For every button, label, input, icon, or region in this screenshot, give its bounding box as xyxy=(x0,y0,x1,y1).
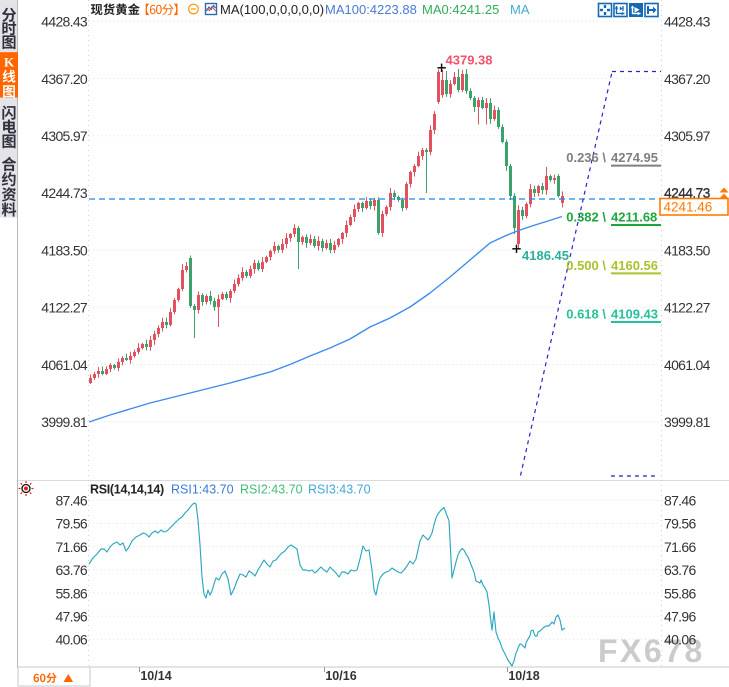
svg-text:4186.45: 4186.45 xyxy=(522,248,569,263)
svg-text:RSI3:43.70: RSI3:43.70 xyxy=(308,483,371,497)
svg-text:40.06: 40.06 xyxy=(55,632,87,648)
svg-text:4211.68: 4211.68 xyxy=(611,210,657,225)
svg-text:MA0:4241.25: MA0:4241.25 xyxy=(422,2,499,17)
svg-text:87.46: 87.46 xyxy=(55,493,87,509)
svg-text:4244.73: 4244.73 xyxy=(664,185,711,201)
svg-text:4367.20: 4367.20 xyxy=(41,71,88,87)
svg-text:10/18: 10/18 xyxy=(508,669,539,683)
svg-text:RSI(14,14,14): RSI(14,14,14) xyxy=(90,483,164,497)
svg-text:4428.43: 4428.43 xyxy=(41,14,88,30)
svg-text:3999.81: 3999.81 xyxy=(41,414,88,430)
svg-text:RSI1:43.70: RSI1:43.70 xyxy=(171,483,234,497)
svg-text:4122.27: 4122.27 xyxy=(41,300,88,316)
svg-text:4428.43: 4428.43 xyxy=(664,14,711,30)
svg-text:MA: MA xyxy=(510,2,530,17)
svg-text:4379.38: 4379.38 xyxy=(446,53,493,68)
svg-text:4367.20: 4367.20 xyxy=(664,71,711,87)
svg-text:0.382 \: 0.382 \ xyxy=(566,210,606,225)
svg-text:FX678: FX678 xyxy=(598,633,705,669)
svg-text:55.86: 55.86 xyxy=(55,585,87,601)
svg-text:4244.73: 4244.73 xyxy=(41,185,88,201)
svg-text:10/16: 10/16 xyxy=(325,669,356,683)
svg-text:79.56: 79.56 xyxy=(55,516,87,532)
svg-text:K: K xyxy=(4,55,15,70)
svg-text:63.76: 63.76 xyxy=(55,562,87,578)
svg-text:63.76: 63.76 xyxy=(664,562,696,578)
svg-text:4274.95: 4274.95 xyxy=(611,150,658,165)
svg-text:4183.50: 4183.50 xyxy=(664,242,711,258)
svg-text:4241.46: 4241.46 xyxy=(664,200,713,215)
svg-text:3999.81: 3999.81 xyxy=(664,414,711,430)
svg-text:87.46: 87.46 xyxy=(664,493,696,509)
svg-text:4305.97: 4305.97 xyxy=(664,128,711,144)
svg-text:4061.04: 4061.04 xyxy=(664,357,711,373)
svg-text:47.96: 47.96 xyxy=(664,609,696,625)
svg-text:4183.50: 4183.50 xyxy=(41,242,88,258)
svg-text:4305.97: 4305.97 xyxy=(41,128,88,144)
svg-text:10/14: 10/14 xyxy=(140,669,171,683)
svg-text:0.500 \: 0.500 \ xyxy=(566,258,606,273)
svg-text:0.618 \: 0.618 \ xyxy=(566,307,606,322)
svg-text:79.56: 79.56 xyxy=(664,516,696,532)
svg-text:RSI2:43.70: RSI2:43.70 xyxy=(240,483,303,497)
svg-text:0.236 \: 0.236 \ xyxy=(566,150,606,165)
svg-text:47.96: 47.96 xyxy=(55,609,87,625)
svg-text:4122.27: 4122.27 xyxy=(664,300,711,316)
svg-text:4160.56: 4160.56 xyxy=(611,258,658,273)
svg-text:55.86: 55.86 xyxy=(664,585,696,601)
svg-text:71.66: 71.66 xyxy=(664,539,696,555)
svg-text:MA(100,0,0,0,0,0): MA(100,0,0,0,0,0) xyxy=(220,2,324,17)
svg-text:MA100:4223.88: MA100:4223.88 xyxy=(325,2,417,17)
svg-text:71.66: 71.66 xyxy=(55,539,87,555)
svg-text:40.06: 40.06 xyxy=(664,632,696,648)
svg-text:4244.73: 4244.73 xyxy=(664,185,711,201)
svg-text:4109.43: 4109.43 xyxy=(611,307,658,322)
svg-text:4061.04: 4061.04 xyxy=(41,357,88,373)
